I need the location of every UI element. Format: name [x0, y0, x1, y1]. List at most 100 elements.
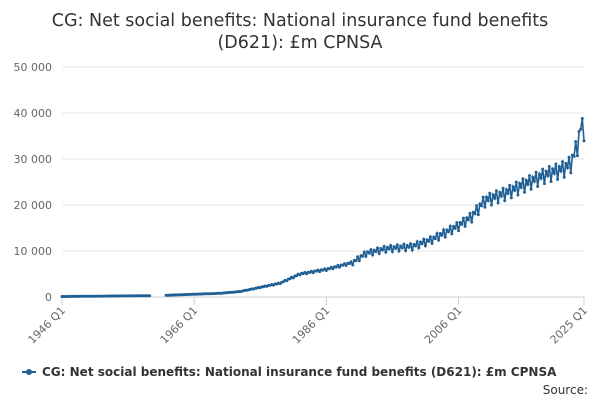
- data-point: [362, 250, 366, 254]
- data-point: [384, 250, 388, 254]
- data-point: [367, 251, 371, 255]
- data-point: [457, 229, 460, 233]
- data-point: [491, 193, 495, 197]
- data-point: [374, 250, 378, 254]
- data-point: [529, 187, 533, 191]
- x-tick-label: 2006 Q1: [422, 304, 465, 347]
- data-point: [579, 127, 583, 131]
- data-point: [423, 244, 427, 248]
- data-point: [532, 179, 536, 183]
- data-point: [468, 211, 472, 215]
- data-point: [561, 160, 564, 164]
- data-point: [557, 164, 561, 168]
- data-point: [397, 249, 401, 253]
- data-point: [450, 232, 454, 236]
- data-point: [420, 242, 424, 246]
- data-point: [508, 183, 512, 187]
- data-point: [559, 169, 563, 173]
- y-tick-label: 20 000: [14, 199, 53, 212]
- legend-label: CG: Net social benefits: National insura…: [42, 365, 557, 379]
- data-point: [574, 140, 578, 144]
- data-point: [460, 222, 464, 226]
- data-point: [521, 177, 525, 181]
- data-point: [523, 190, 526, 194]
- data-point: [371, 253, 375, 257]
- data-point: [402, 242, 406, 246]
- data-point: [564, 161, 568, 165]
- data-point: [546, 174, 550, 178]
- data-point: [461, 216, 465, 220]
- x-axis: 1946 Q1 1966 Q1 1986 Q1 2006 Q1 2025 Q1: [26, 297, 590, 347]
- data-point: [552, 171, 556, 175]
- data-point: [395, 243, 399, 247]
- data-point: [331, 267, 335, 271]
- data-point: [516, 193, 520, 197]
- data-point: [572, 154, 576, 158]
- data-point: [414, 244, 417, 248]
- y-axis: 0 10 000 20 000 30 000 40 000 50 000: [14, 61, 53, 304]
- data-point: [582, 139, 586, 143]
- data-point: [415, 240, 419, 244]
- data-point: [394, 247, 398, 250]
- data-point: [524, 178, 528, 182]
- data-point: [547, 165, 551, 168]
- data-point: [427, 239, 431, 243]
- chart-title-line-2: (D621): £m CPNSA: [217, 33, 382, 53]
- data-point: [534, 170, 538, 174]
- data-point: [503, 199, 507, 203]
- data-point: [351, 263, 355, 267]
- data-point: [544, 169, 548, 173]
- data-point: [551, 167, 555, 171]
- legend-marker: [26, 369, 32, 375]
- data-point: [526, 182, 530, 186]
- data-point: [354, 259, 358, 263]
- data-point: [483, 205, 487, 209]
- gridlines: [62, 66, 584, 252]
- x-tick-label: 1966 Q1: [158, 304, 201, 347]
- data-point: [453, 226, 457, 230]
- y-tick-label: 50 000: [14, 61, 53, 74]
- chart-title-line-1: CG: Net social benefits: National insura…: [52, 11, 549, 31]
- data-point: [422, 237, 426, 241]
- data-point: [575, 154, 579, 158]
- data-point: [486, 199, 490, 203]
- data-point: [539, 176, 543, 180]
- data-point: [531, 175, 535, 179]
- data-point: [435, 232, 439, 235]
- data-point: [475, 204, 479, 208]
- data-point: [569, 171, 573, 175]
- data-point: [518, 182, 522, 185]
- data-point: [580, 117, 584, 120]
- data-point: [519, 185, 523, 189]
- data-point: [496, 201, 500, 205]
- series-line-segment: [166, 118, 585, 297]
- legend[interactable]: CG: Net social benefits: National insura…: [22, 365, 557, 379]
- data-point: [506, 191, 510, 195]
- data-point: [399, 244, 403, 248]
- data-point: [566, 166, 569, 170]
- data-point: [536, 185, 540, 188]
- data-point: [387, 247, 391, 251]
- data-point: [390, 250, 394, 253]
- data-point: [470, 220, 474, 224]
- data-point: [417, 246, 421, 250]
- data-point: [556, 177, 560, 181]
- data-point: [554, 162, 558, 166]
- data-point: [493, 196, 497, 200]
- data-point: [442, 228, 446, 232]
- y-tick-label: 30 000: [14, 153, 53, 166]
- data-point: [410, 248, 414, 252]
- data-point: [485, 195, 488, 199]
- data-point: [364, 254, 368, 258]
- data-point: [344, 264, 348, 267]
- data-point: [440, 233, 444, 237]
- data-point: [356, 255, 360, 259]
- data-point: [361, 254, 365, 258]
- data-point: [448, 224, 452, 228]
- data-point: [407, 245, 411, 249]
- data-point: [466, 218, 470, 222]
- data-point: [452, 224, 455, 228]
- data-point: [377, 252, 381, 255]
- data-point: [528, 174, 531, 178]
